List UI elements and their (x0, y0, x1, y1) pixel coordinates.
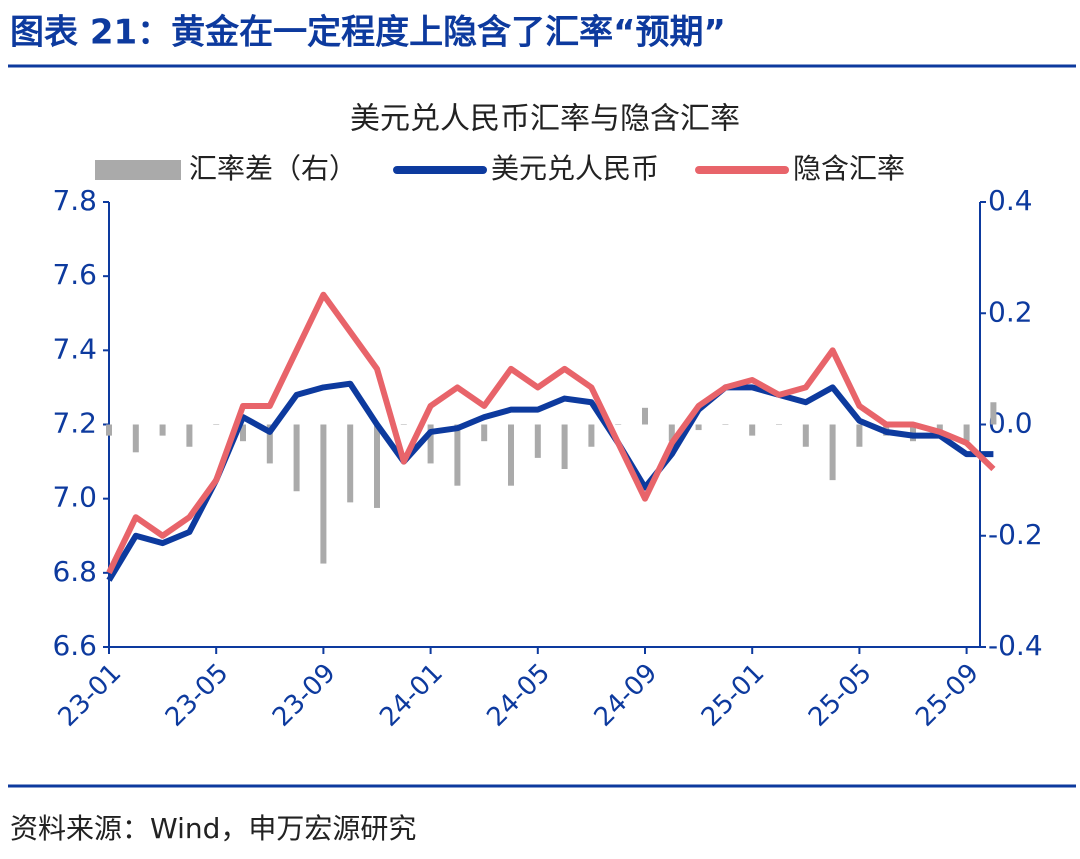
diff-bar (561, 424, 568, 469)
diff-bar (240, 424, 246, 442)
diff-bar (454, 424, 461, 486)
diff-bar (963, 424, 970, 442)
diff-bar (320, 424, 327, 564)
diff-bar (695, 424, 702, 431)
diff-bar (856, 424, 863, 447)
diff-bar (293, 424, 300, 492)
diff-bar (508, 424, 514, 486)
legend-label: 美元兑人民币 (491, 152, 659, 185)
diff-bar (427, 424, 434, 464)
diff-bar (829, 424, 836, 481)
page-title: 图表 21：黄金在一定程度上隐含了汇率“预期” (10, 13, 726, 53)
diff-bar (213, 424, 220, 425)
diff-bar (400, 424, 407, 425)
diff-bar (588, 424, 595, 447)
y-tick-label: 7.6 (52, 258, 97, 291)
x-tick-label: 25-05 (803, 658, 878, 733)
legend-label: 汇率差（右） (189, 152, 357, 185)
chart-title: 美元兑人民币汇率与隐含汇率 (350, 102, 740, 137)
y-tick-label: 7.4 (52, 332, 97, 365)
y-tick-label: 6.8 (52, 555, 97, 588)
source: 资料来源：Wind，申万宏源研究 (10, 812, 416, 845)
diff-bar (106, 424, 112, 436)
diff-bar (186, 424, 193, 447)
diff-bar (990, 402, 997, 425)
legend-swatch (95, 160, 181, 180)
series-line (106, 291, 996, 575)
diff-bar (936, 424, 943, 431)
diff-bar (132, 424, 139, 453)
diff-bar (159, 424, 166, 436)
diff-bar (642, 407, 648, 425)
diff-bar (668, 424, 675, 442)
x-tick-label: 23-09 (267, 658, 342, 733)
diff-bar (749, 424, 756, 436)
y2-tick-label: -0.2 (988, 518, 1043, 551)
x-tick-label: 25-01 (696, 658, 771, 733)
diff-bar (481, 424, 488, 442)
x-tick-label: 24-09 (589, 658, 664, 733)
diff-bar (776, 424, 782, 425)
y2-tick-label: -0.4 (988, 629, 1043, 662)
series-line (106, 380, 994, 582)
diff-bar (374, 424, 380, 508)
x-tick-label: 23-01 (53, 658, 128, 733)
y-tick-label: 6.6 (52, 629, 97, 662)
x-tick-label: 24-01 (374, 658, 449, 733)
y2-tick-label: 0.4 (988, 184, 1033, 217)
y2-tick-label: 0.2 (988, 295, 1033, 328)
legend-label: 隐含汇率 (793, 152, 905, 185)
diff-bar (615, 424, 622, 425)
diff-bar (534, 424, 541, 458)
y-tick-label: 7.8 (52, 184, 97, 217)
diff-bar (802, 424, 809, 447)
x-tick-label: 23-05 (160, 658, 235, 733)
x-tick-label: 25-09 (910, 658, 985, 733)
diff-bar (347, 424, 354, 503)
x-tick-label: 24-05 (481, 658, 556, 733)
diff-bar (266, 424, 273, 464)
diff-bar (722, 424, 729, 425)
y-tick-label: 7.0 (52, 481, 97, 514)
y-tick-label: 7.2 (52, 407, 97, 440)
